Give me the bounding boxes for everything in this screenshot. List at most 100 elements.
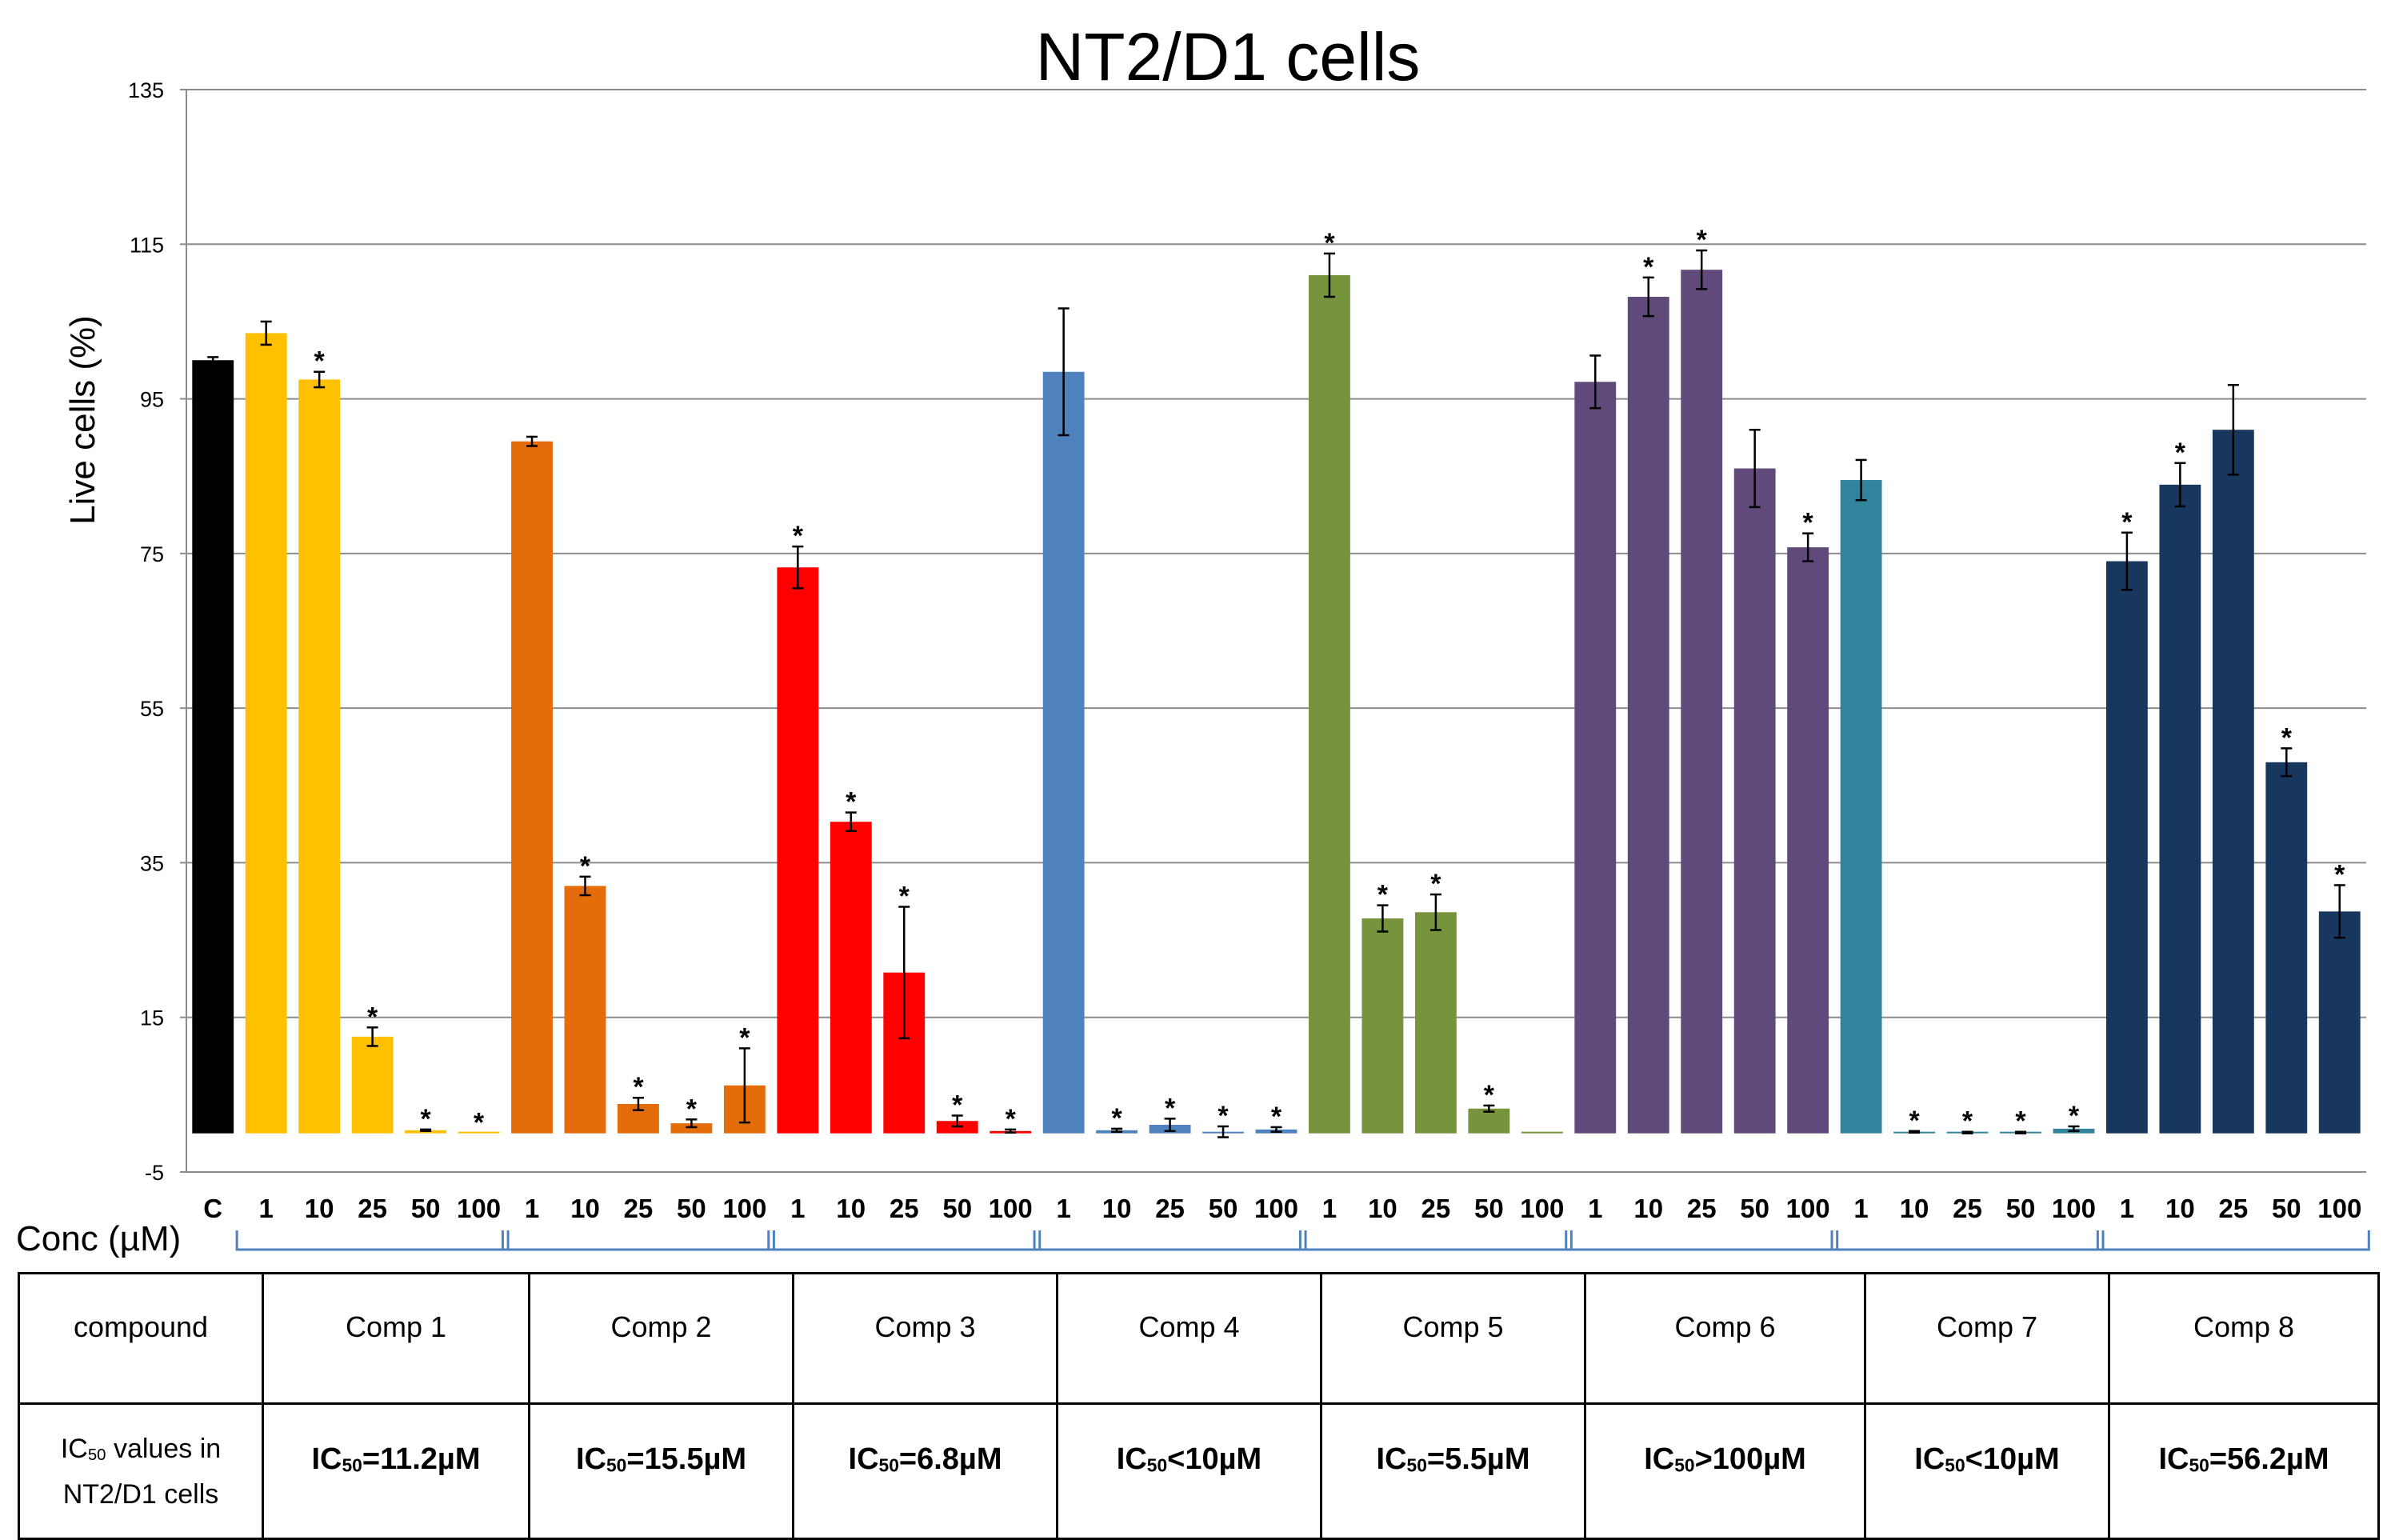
compound-name-cell: Comp 7 [1864, 1272, 2110, 1405]
category-labels: C 1 10 25 50 100 1 10 25 50 100 1 10 25 50 100 1 10 25 50 10… [203, 1194, 2361, 1223]
x-category-label: 100 [1520, 1194, 1564, 1223]
significance-star: * [2121, 507, 2133, 538]
significance-star: * [739, 1022, 750, 1053]
ic-subscript: 50 [1674, 1454, 1695, 1476]
ic50-value: 6.8µM [917, 1442, 1002, 1476]
ic-prefix: IC [1116, 1442, 1147, 1476]
ic50-value: 11.2µM [380, 1442, 481, 1476]
bar [2318, 911, 2361, 1134]
group-brackets [235, 1230, 2370, 1251]
bar [1840, 480, 1882, 1134]
bar [2265, 762, 2308, 1134]
x-category-label: 10 [836, 1194, 866, 1223]
ic-prefix: IC [311, 1442, 342, 1476]
group-bracket [1830, 1230, 2105, 1251]
significance-star: * [1909, 1106, 1920, 1136]
x-category-label: 50 [1474, 1194, 1504, 1223]
significance-star: * [2281, 722, 2293, 753]
bar [2105, 561, 2148, 1134]
significance-star: * [2069, 1101, 2080, 1131]
bar [1468, 1108, 1510, 1134]
group-bracket [767, 1230, 1042, 1251]
ic-prefix: IC [1644, 1442, 1675, 1476]
ic-prefix: IC [60, 1434, 88, 1465]
bar [298, 379, 341, 1134]
ic50-operator: > [1694, 1442, 1713, 1476]
x-category-label: 10 [2165, 1194, 2195, 1223]
x-category-label: 50 [411, 1194, 441, 1223]
x-category-label: 25 [890, 1194, 919, 1223]
x-category-label: 1 [525, 1194, 539, 1223]
x-category-label: 25 [2218, 1194, 2248, 1223]
ic-subscript: 50 [1945, 1454, 1965, 1476]
x-category-label: 10 [1633, 1194, 1663, 1223]
compound-name-cell: Comp 3 [792, 1272, 1058, 1405]
bar [777, 567, 819, 1134]
bar [1414, 912, 1457, 1134]
ic50-value: 10µM [1185, 1442, 1262, 1476]
bar [1042, 371, 1085, 1134]
bar [2159, 484, 2201, 1134]
row-label-line2: NT2/D1 cells [62, 1478, 219, 1510]
group-bracket [235, 1230, 510, 1251]
bar [1574, 382, 1617, 1134]
bar [670, 1123, 713, 1134]
ic-subscript: 50 [878, 1454, 899, 1476]
significance-star: * [899, 882, 910, 912]
significance-star: * [367, 1002, 378, 1032]
ic-subscript: 50 [342, 1454, 362, 1476]
significance-star: * [1111, 1103, 1122, 1134]
ic50-operator: = [1426, 1442, 1445, 1476]
bar [511, 441, 553, 1134]
bar [1627, 297, 1669, 1134]
significance-star: * [2015, 1106, 2026, 1137]
x-category-label: 25 [1953, 1194, 1982, 1223]
bar [245, 333, 287, 1134]
x-category-label: 1 [1056, 1194, 1070, 1223]
y-tick-label: 135 [128, 78, 164, 102]
x-category-label: 100 [2052, 1194, 2096, 1223]
ic50-value-cell: IC50<10µM [1864, 1402, 2110, 1540]
ic50-value: 100µM [1712, 1442, 1806, 1476]
y-tick-label: 75 [140, 542, 164, 566]
ic-subscript: 50 [1146, 1454, 1168, 1476]
significance-star: * [1697, 225, 1708, 255]
ic-prefix: IC [1376, 1442, 1407, 1476]
ic50-operator: = [626, 1442, 645, 1476]
significance-star: * [1803, 508, 1814, 538]
x-category-label: 50 [2006, 1194, 2036, 1223]
bar [564, 886, 606, 1134]
ic50-operator: = [362, 1442, 381, 1476]
significance-star: * [1377, 880, 1389, 910]
significance-star: * [580, 851, 591, 882]
significance-star: * [1430, 869, 1441, 899]
x-category-label: 25 [624, 1194, 654, 1223]
compound-name-cell: Comp 4 [1056, 1272, 1322, 1405]
row-label-line1: values in [113, 1434, 222, 1465]
x-category-label: 10 [570, 1194, 600, 1223]
ic50-row: IC50 values in NT2/D1 cells IC50=11.2µM IC… [18, 1402, 2380, 1540]
x-category-label: 1 [1322, 1194, 1337, 1223]
significance-star: * [1165, 1093, 1176, 1123]
ic50-value-cell: IC50=15.5µM [528, 1402, 794, 1540]
significance-star: * [633, 1072, 644, 1102]
ic-subscript: 50 [2189, 1454, 2209, 1476]
x-category-label: 50 [942, 1194, 972, 1223]
significance-star: * [1484, 1080, 1495, 1110]
ic50-row-header: IC50 values in NT2/D1 cells [18, 1402, 264, 1540]
significance-star: * [1643, 252, 1654, 282]
x-category-label: 10 [1102, 1194, 1132, 1223]
ic-subscript: 50 [87, 1446, 106, 1465]
x-category-label: 100 [1786, 1194, 1830, 1223]
significance-star: * [1324, 228, 1335, 258]
x-category-label: 50 [1740, 1194, 1769, 1223]
y-tick-label: 115 [130, 233, 164, 257]
ic50-operator: = [2209, 1442, 2228, 1476]
group-bracket [501, 1230, 775, 1251]
x-category-label: 1 [1853, 1194, 1868, 1223]
y-tick-label: 35 [140, 851, 164, 875]
bar [1521, 1131, 1563, 1134]
x-category-label: 100 [989, 1194, 1033, 1223]
ic-prefix: IC [1914, 1442, 1945, 1476]
